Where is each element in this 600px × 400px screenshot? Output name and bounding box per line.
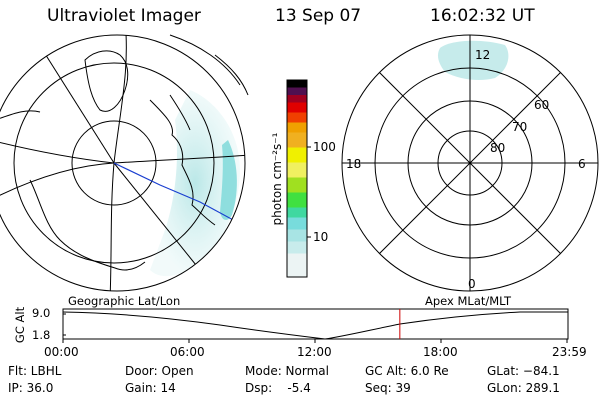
lat-label-80: 80: [490, 141, 506, 155]
greenland-outline: [84, 50, 129, 112]
colorbar-tick-10: 10: [313, 230, 329, 244]
gc-alt-status: GC Alt: 6.0 Re: [365, 364, 449, 378]
colorbar-unit-label: photon cm⁻²s⁻¹: [270, 132, 284, 226]
lat-label-70: 70: [512, 120, 528, 134]
glat-status: GLat: −84.1: [487, 364, 560, 378]
mlt-label-right: 6: [578, 157, 586, 171]
timeline-x-tick-3: 18:00: [423, 345, 458, 359]
satellite-track: [113, 162, 245, 229]
geographic-map: [0, 34, 249, 292]
mlt-label-left: 18: [346, 157, 362, 171]
timeline-y-tick-bottom: 1.8: [32, 328, 51, 342]
aurora-emission-geo: [150, 90, 240, 277]
glon-status: GLon: 289.1: [487, 381, 560, 395]
timeline-x-tick-2: 12:00: [297, 345, 332, 359]
altitude-curve: [62, 311, 568, 340]
mlt-label-bottom: 0: [468, 277, 476, 291]
polar-mlt-plot: [341, 34, 599, 292]
siberia-outline: [0, 110, 146, 271]
colorbar: [286, 79, 311, 278]
time-label: 16:02:32 UT: [430, 6, 535, 26]
instrument-title: Ultraviolet Imager: [47, 6, 201, 26]
timeline-left-title: Geographic Lat/Lon: [68, 294, 181, 308]
seq-status: Seq: 39: [365, 381, 411, 395]
dsp-status: Dsp: -5.4: [245, 381, 311, 395]
timeline-x-tick-1: 06:00: [170, 345, 205, 359]
ip-status: IP: 36.0: [8, 381, 54, 395]
gain-status: Gain: 14: [125, 381, 176, 395]
aurora-emission-polar: [437, 40, 509, 80]
mlt-label-top: 12: [475, 48, 491, 62]
filter-status: Flt: LBHL: [8, 364, 62, 378]
timeline-right-title: Apex MLat/MLT: [425, 294, 512, 308]
timeline-x-tick-0: 00:00: [44, 345, 79, 359]
timeline-panel: [62, 308, 569, 343]
colorbar-tick-100: 100: [313, 140, 336, 154]
timeline-y-axis-label: GC Alt: [13, 306, 27, 344]
mode-status: Mode: Normal: [245, 364, 329, 378]
aurora-emission-geo-bright: [220, 140, 237, 220]
canada-outline: [149, 94, 216, 226]
date-label: 13 Sep 07: [275, 6, 362, 26]
door-status: Door: Open: [125, 364, 194, 378]
timeline-y-tick-top: 9.0: [32, 306, 51, 320]
lat-label-60: 60: [534, 98, 550, 112]
timeline-x-tick-4: 23:59: [552, 345, 587, 359]
